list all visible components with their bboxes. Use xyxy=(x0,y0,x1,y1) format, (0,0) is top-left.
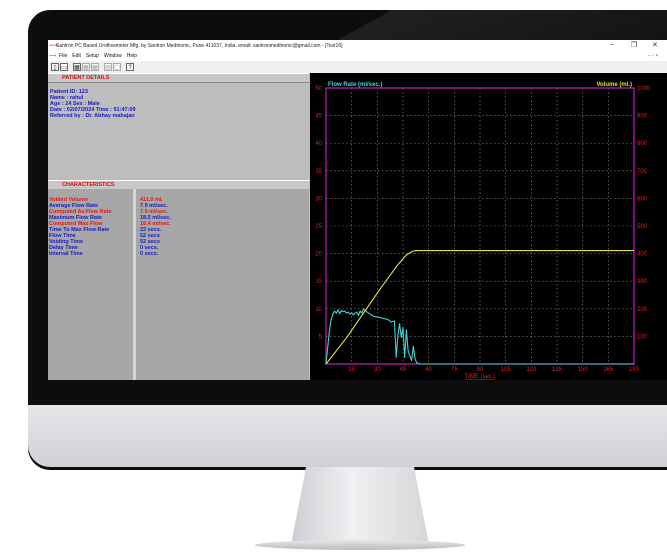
monitor-stand xyxy=(291,467,429,545)
x-tick-label: 165 xyxy=(603,367,614,373)
menu-setup[interactable]: Setup xyxy=(85,53,99,59)
x-tick-label: 120 xyxy=(526,367,537,373)
characteristic-label: Maximum Flow Rate xyxy=(49,215,102,221)
toolbar: ▯ ▭ ▦ ▦ ▦ ▤ ▢ ? xyxy=(48,61,667,74)
y-left-tick-label: 15 xyxy=(315,279,322,285)
left-axis-title: Flow Rate (ml/sec.) xyxy=(328,82,382,88)
y-left-tick-label: 30 xyxy=(315,196,322,202)
x-tick-label: 180 xyxy=(629,367,640,373)
characteristic-label: Interval Time xyxy=(49,251,83,257)
patient-details-title: PATIENT DETAILS xyxy=(62,75,110,81)
window-title: Santron PC Based Uroflowmeter Mfg. by Sa… xyxy=(56,43,343,49)
x-tick-label: 105 xyxy=(501,367,512,373)
y-left-tick-label: 50 xyxy=(315,86,322,92)
x-tick-label: 90 xyxy=(477,367,484,373)
x-tick-label: 30 xyxy=(374,367,381,373)
y-right-tick-label: 500 xyxy=(637,224,648,230)
characteristic-label: Delay Time xyxy=(49,245,78,251)
y-right-tick-label: 800 xyxy=(637,141,648,147)
characteristic-label: Average Flow Rate xyxy=(49,203,99,209)
patient-referred-by: Referred by : Dr. Abhay mahajan xyxy=(50,113,135,119)
y-right-tick-label: 300 xyxy=(637,279,648,285)
x-tick-label: 75 xyxy=(451,367,458,373)
patient-name: Name : rahul xyxy=(50,95,84,101)
characteristic-value: 18.4 ml/sec. xyxy=(140,221,171,227)
details-panel: PATIENT DETAILS Patient ID: 123 Name : r… xyxy=(48,73,309,380)
characteristic-label: Computed Max Flow xyxy=(49,221,103,227)
paste-icon[interactable]: ▦ xyxy=(91,63,99,71)
new-file-icon[interactable]: ▯ xyxy=(51,63,59,71)
doc-icon: ⟿ xyxy=(49,53,57,59)
menu-help[interactable]: Help xyxy=(126,53,138,59)
characteristic-value: 0 secs. xyxy=(140,251,159,257)
patient-age-sex: Age : 24 Sex : Male xyxy=(50,101,100,107)
print-preview-icon[interactable]: ▢ xyxy=(113,63,121,71)
menu-window[interactable]: Window xyxy=(103,53,122,59)
characteristic-label: Voiding Time xyxy=(49,239,84,245)
menu-bar: ⟿ File Edit Setup Window Help – ▫ × xyxy=(48,52,667,61)
monitor-chin xyxy=(28,405,667,467)
y-right-tick-label: 900 xyxy=(637,114,648,120)
y-left-tick-label: 10 xyxy=(315,307,322,313)
characteristic-label: Computed Av.Flow Rate xyxy=(49,209,112,215)
copy-icon[interactable]: ▦ xyxy=(82,63,90,71)
y-left-tick-label: 25 xyxy=(315,224,322,230)
x-tick-label: 135 xyxy=(552,367,563,373)
monitor-base xyxy=(255,540,465,550)
characteristic-label: Time To Max Flow Rate xyxy=(49,227,110,233)
patient-id: Patient ID: 123 xyxy=(50,89,88,95)
y-right-tick-label: 1000 xyxy=(637,86,651,92)
x-tick-label: 45 xyxy=(400,367,407,373)
characteristic-value: 22 secs. xyxy=(140,227,162,233)
y-right-tick-label: 700 xyxy=(637,169,648,175)
title-bar: ⟿ Santron PC Based Uroflowmeter Mfg. by … xyxy=(48,40,667,52)
uroflow-chart: 15 30 45 60 75 90 105 120 135 150 165 180 5 10 15 20 25 3… xyxy=(310,73,667,380)
characteristic-value: 52 secs xyxy=(140,239,160,245)
app-icon: ⟿ xyxy=(49,43,58,49)
flow-rate-curve xyxy=(325,308,634,365)
characteristic-value: 411.0 ml. xyxy=(140,197,163,203)
x-tick-label: 60 xyxy=(425,367,432,373)
volume-curve xyxy=(325,250,634,365)
mdi-controls-icon[interactable]: – ▫ × xyxy=(648,53,659,59)
patient-date-time: Date : 02/07/2024 Time : 01:47:09 xyxy=(50,107,136,113)
y-right-tick-label: 100 xyxy=(637,334,648,340)
characteristic-label: Flow Time xyxy=(49,233,76,239)
help-icon[interactable]: ? xyxy=(126,63,134,71)
chart-svg: 15 30 45 60 75 90 105 120 135 150 165 180 5 10 15 20 25 3… xyxy=(315,82,651,380)
y-left-tick-label: 20 xyxy=(315,252,322,258)
app-window: ⟿ Santron PC Based Uroflowmeter Mfg. by … xyxy=(48,40,667,380)
patient-details-header: PATIENT DETAILS xyxy=(48,73,309,83)
y-right-tick-label: 400 xyxy=(637,252,648,258)
maximize-button[interactable]: ❐ xyxy=(631,42,638,49)
y-left-tick-label: 45 xyxy=(315,114,322,120)
minimize-button[interactable]: − xyxy=(610,42,615,49)
y-right-tick-label: 200 xyxy=(637,307,648,313)
characteristic-value: 7.9 ml/sec. xyxy=(140,209,168,215)
characteristics-table: Voided Volume 411.0 ml. Average Flow Rate 7… xyxy=(48,189,309,380)
x-tick-label: 150 xyxy=(578,367,589,373)
characteristic-value: 52 secs xyxy=(140,233,160,239)
characteristic-label: Voided Volume xyxy=(49,197,88,203)
y-left-tick-label: 5 xyxy=(319,334,323,340)
y-right-tick-label: 600 xyxy=(637,196,648,202)
menu-edit[interactable]: Edit xyxy=(72,53,81,59)
characteristic-value: 18.5 ml/sec. xyxy=(140,215,171,221)
characteristic-value: 7.9 ml/sec. xyxy=(140,203,168,209)
x-axis-title: TIME (sec.) xyxy=(465,374,496,380)
characteristic-value: 0 secs. xyxy=(140,245,159,251)
menu-file[interactable]: File xyxy=(59,53,68,59)
open-folder-icon[interactable]: ▭ xyxy=(60,63,68,71)
close-button[interactable]: ✕ xyxy=(652,42,658,49)
characteristics-title: CHARACTERISTICS xyxy=(62,182,115,188)
print-icon[interactable]: ▤ xyxy=(104,63,112,71)
column-divider xyxy=(133,189,136,380)
right-axis-title: Volume (ml.) xyxy=(596,82,632,88)
y-left-tick-label: 35 xyxy=(315,169,322,175)
x-tick-label: 15 xyxy=(348,367,355,373)
chart-view-icon[interactable]: ▦ xyxy=(73,63,81,71)
y-left-tick-label: 40 xyxy=(315,141,322,147)
